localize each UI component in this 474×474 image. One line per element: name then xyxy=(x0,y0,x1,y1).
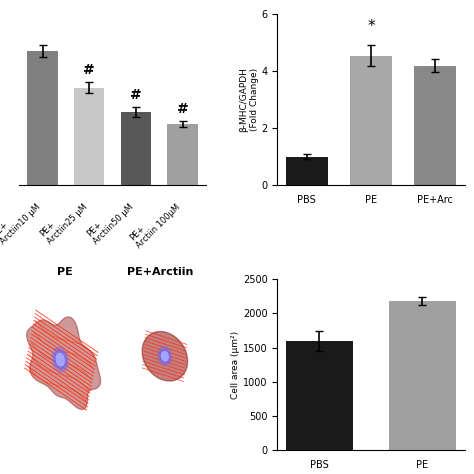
Bar xyxy=(27,51,58,185)
Bar xyxy=(286,157,328,185)
Text: #: # xyxy=(177,102,188,116)
Bar xyxy=(121,112,151,185)
Polygon shape xyxy=(142,331,188,381)
Title: PE: PE xyxy=(57,267,73,277)
Y-axis label: Cell area (μm²): Cell area (μm²) xyxy=(231,331,240,399)
Text: #: # xyxy=(83,63,95,77)
Ellipse shape xyxy=(56,354,64,366)
Text: #: # xyxy=(130,88,142,102)
Text: *: * xyxy=(367,19,375,34)
Ellipse shape xyxy=(52,347,68,372)
Ellipse shape xyxy=(160,349,170,364)
Title: PE+Arctiin: PE+Arctiin xyxy=(127,267,193,277)
Ellipse shape xyxy=(54,350,66,369)
Ellipse shape xyxy=(162,352,168,361)
Bar xyxy=(414,65,456,185)
Y-axis label: β-MHC/GAPDH
(Fold Change): β-MHC/GAPDH (Fold Change) xyxy=(239,67,258,132)
Bar xyxy=(350,55,392,185)
Bar xyxy=(389,301,456,450)
Ellipse shape xyxy=(162,352,168,361)
Text: 50 μm: 50 μm xyxy=(181,433,207,442)
Bar xyxy=(167,124,198,185)
Polygon shape xyxy=(27,317,100,410)
Bar xyxy=(74,88,104,185)
Bar xyxy=(286,341,353,450)
Ellipse shape xyxy=(158,346,172,366)
Ellipse shape xyxy=(56,354,64,366)
